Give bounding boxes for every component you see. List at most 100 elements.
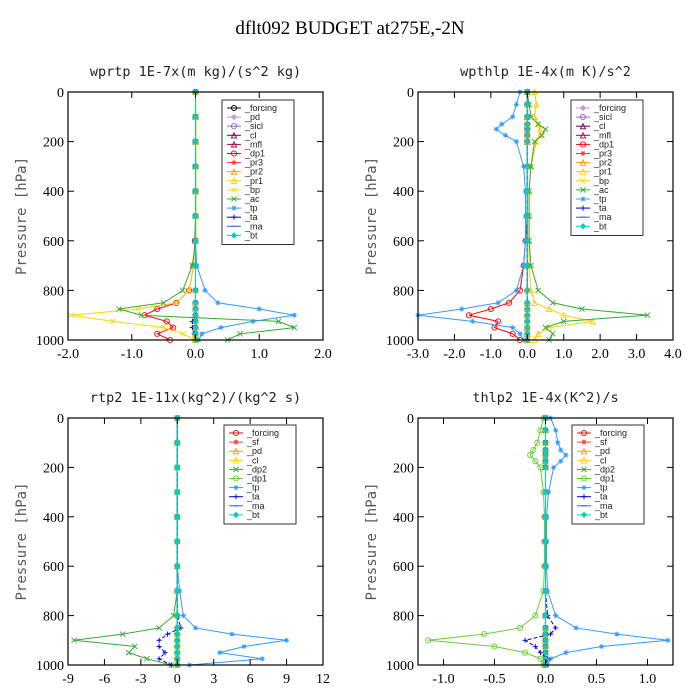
data-point [481, 631, 488, 638]
data-point [542, 637, 549, 644]
data-point [179, 287, 186, 294]
legend-marker [231, 214, 237, 220]
data-point [174, 587, 181, 595]
data-point [425, 637, 432, 644]
legend: _forcing_sicl_cl_mfl_dp1_pr3_pr2_pr1_bp_… [570, 99, 644, 236]
data-point [144, 655, 150, 662]
data-point [542, 451, 549, 459]
data-point [553, 613, 559, 619]
data-point [192, 163, 199, 170]
x-tick-label: 4.0 [664, 347, 682, 362]
data-point [218, 325, 224, 331]
data-point [560, 311, 568, 319]
legend-label: _ta [593, 203, 607, 213]
data-point [510, 114, 516, 120]
data-point [174, 488, 181, 496]
legend-marker [580, 447, 588, 455]
data-point [291, 324, 298, 331]
page-title: dflt092 BUDGET at275E,-2N [235, 18, 465, 39]
data-point [192, 312, 199, 319]
x-tick-label: 0.0 [187, 347, 205, 362]
y-tick-label: 200 [43, 461, 64, 476]
x-tick-label: -3.0 [407, 347, 429, 362]
chart-panel-3: rtp2 1E-11x(kg^2)/(kg^2 s) Pressure [hPa]… [14, 390, 330, 687]
data-point [192, 299, 199, 306]
data-point [542, 488, 549, 496]
legend-label: _dp1 [593, 139, 614, 149]
data-point [524, 132, 531, 139]
data-point [192, 237, 199, 244]
data-point [542, 513, 549, 520]
legend-label: _dp1 [246, 474, 267, 484]
data-point [522, 637, 528, 643]
data-point [549, 299, 556, 306]
data-point [665, 637, 671, 643]
chart-title: rtp2 1E-11x(kg^2)/(kg^2 s) [90, 390, 301, 406]
legend-label: _ta [594, 492, 608, 502]
legend-label: _pr1 [244, 176, 263, 186]
data-point [524, 212, 531, 220]
data-point [192, 324, 199, 331]
legend-label: _dp1 [244, 149, 265, 159]
legend-label: _bp [244, 185, 260, 195]
x-tick-label: 9 [283, 672, 290, 687]
legend-marker [579, 104, 587, 112]
data-point [542, 612, 549, 619]
data-point [229, 631, 235, 637]
y-axis-label: Pressure [hPa] [364, 482, 380, 600]
legend-label: _pr2 [593, 158, 612, 168]
legend-label: _sf [594, 437, 608, 447]
data-point [532, 458, 539, 465]
data-point [192, 305, 199, 313]
data-point [502, 132, 509, 138]
series-line [71, 91, 197, 341]
data-point [599, 643, 605, 650]
data-point [563, 650, 569, 656]
legend-marker [230, 232, 238, 239]
legend-label: _ma [594, 501, 613, 511]
legend-marker [579, 131, 587, 139]
x-tick-label: -1.0 [480, 347, 502, 362]
data-point [533, 100, 540, 108]
data-point [614, 631, 620, 637]
legend-marker [581, 466, 587, 473]
series-line [143, 92, 196, 341]
y-tick-label: 600 [43, 235, 64, 250]
legend-marker [231, 196, 237, 202]
legend-label: _bt [244, 230, 258, 240]
legend-label: _cl [594, 455, 607, 465]
x-tick-label: 2.0 [314, 347, 332, 362]
data-point [532, 643, 538, 650]
y-tick-label: 400 [393, 511, 414, 526]
data-point [174, 439, 181, 446]
legend-label: _sicl [593, 112, 612, 122]
data-point [542, 126, 549, 133]
data-point [192, 287, 199, 294]
plot-frame [67, 417, 324, 666]
data-point [173, 299, 180, 306]
data-point [275, 318, 282, 325]
data-point [563, 452, 569, 458]
legend-marker [579, 223, 587, 230]
x-tick-label: 12 [316, 672, 330, 687]
legend-label: _forcing [594, 428, 627, 438]
data-point [537, 650, 543, 656]
data-point [553, 427, 559, 433]
series-line [428, 417, 545, 666]
legend-marker [580, 196, 586, 202]
legend-label: _ac [244, 194, 260, 204]
y-tick-label: 400 [43, 511, 64, 526]
chart-title: wprtp 1E-7x(m kg)/(s^2 kg) [90, 64, 301, 80]
data-point [116, 306, 122, 312]
series-bt [174, 414, 181, 669]
legend-marker [233, 439, 239, 445]
data-point [199, 331, 205, 337]
y-tick-label: 1000 [386, 334, 414, 349]
series-dp1 [425, 414, 548, 669]
series-ac [524, 89, 651, 343]
data-point [156, 637, 162, 643]
legend-label: _pd [594, 446, 610, 456]
legend-label: _tp [594, 483, 608, 493]
legend-marker [232, 475, 240, 482]
data-point [160, 299, 167, 306]
